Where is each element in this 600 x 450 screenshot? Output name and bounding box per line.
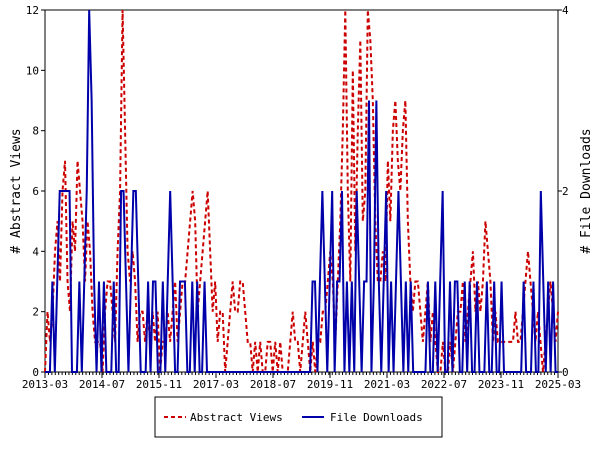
legend-label-abstract-views: Abstract Views xyxy=(190,411,283,424)
x-tick-label: 2025-03 xyxy=(535,378,581,391)
y-tick-label: 0 xyxy=(32,366,39,379)
y-tick-label: 12 xyxy=(26,4,39,17)
legend-label-file-downloads: File Downloads xyxy=(330,411,423,424)
legend: Abstract Views File Downloads xyxy=(154,396,443,438)
legend-box xyxy=(154,396,443,438)
series-line-file-downloads xyxy=(45,9,558,373)
x-tick-label: 2018-07 xyxy=(250,378,296,391)
x-tick-label: 2023-11 xyxy=(478,378,524,391)
y-tick-label: 10 xyxy=(26,64,39,77)
y-tick-label: 8 xyxy=(32,125,39,138)
y2-tick-label: 2 xyxy=(562,185,569,198)
x-tick-label: 2013-03 xyxy=(22,378,68,391)
x-tick-label: 2014-07 xyxy=(79,378,125,391)
labels-layer: 0 2 4 6 8 10 12 0 2 4 2013-03 2014-07 2015-11 2017-03… xyxy=(22,4,581,391)
x-tick-label: 2015-11 xyxy=(136,378,182,391)
y2-tick-label: 4 xyxy=(562,4,569,17)
y-axis-title: # Abstract Views xyxy=(9,128,24,253)
series-layer xyxy=(44,9,559,373)
y-tick-label: 6 xyxy=(32,185,39,198)
x-tick-label: 2021-03 xyxy=(364,378,410,391)
x-tick-label: 2019-11 xyxy=(307,378,353,391)
y-tick-label: 4 xyxy=(32,245,39,258)
y2-axis-title: # File Downloads xyxy=(579,128,594,253)
y2-tick-label: 0 xyxy=(562,366,569,379)
y-tick-label: 2 xyxy=(32,306,39,319)
x-tick-label: 2022-07 xyxy=(421,378,467,391)
x-tick-label: 2017-03 xyxy=(193,378,239,391)
